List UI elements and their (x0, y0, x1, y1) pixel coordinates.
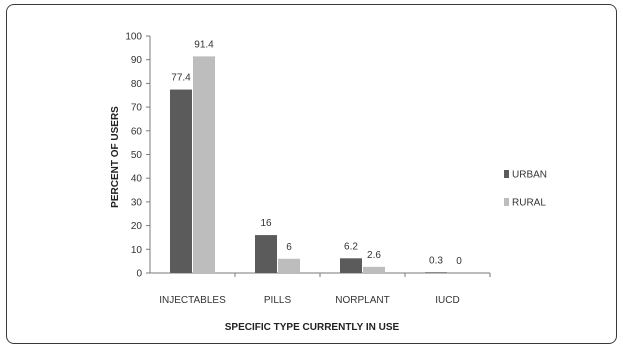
category-label: INJECTABLES (159, 295, 226, 306)
bar-urban (340, 258, 362, 273)
bar-rural (363, 266, 385, 273)
y-tick-label: 40 (131, 174, 143, 185)
y-tick-label: 30 (131, 197, 143, 208)
data-label: 2.6 (367, 250, 381, 261)
category-label: IUCD (435, 295, 459, 306)
bar-urban (425, 272, 447, 273)
chart-frame (6, 4, 617, 344)
bar-urban (255, 235, 277, 273)
category-label: NORPLANT (335, 295, 389, 306)
y-tick-label: 80 (131, 79, 143, 90)
y-tick-label: 90 (131, 55, 143, 66)
data-label: 16 (260, 218, 272, 229)
legend: URBAN RURAL (504, 170, 547, 209)
legend-label-urban: URBAN (512, 170, 547, 181)
data-label: 6 (286, 242, 292, 253)
category-label: PILLS (264, 295, 292, 306)
y-tick-label: 10 (131, 245, 143, 256)
data-label: 91.4 (194, 39, 214, 50)
x-tick-labels: INJECTABLES PILLS NORPLANT IUCD (159, 295, 459, 306)
bars (170, 56, 447, 273)
data-labels: 77.4 91.4 16 6 6.2 2.6 0.3 0 (171, 39, 462, 267)
y-tick-label: 20 (131, 221, 143, 232)
y-tick-label: 70 (131, 103, 143, 114)
y-tick-label: 0 (136, 269, 142, 280)
legend-swatch-urban (504, 170, 509, 178)
legend-swatch-rural (504, 198, 509, 206)
data-label: 6.2 (344, 241, 358, 252)
x-axis-title: SPECIFIC TYPE CURRENTLY IN USE (225, 322, 400, 333)
data-label: 0.3 (429, 255, 443, 266)
y-tick-label: 100 (125, 32, 142, 43)
data-label: 77.4 (171, 73, 191, 84)
bar-rural (278, 258, 300, 273)
legend-label-rural: RURAL (512, 198, 546, 209)
y-axis-title: PERCENT OF USERS (110, 106, 121, 208)
y-tick-label: 60 (131, 126, 143, 137)
bar-rural (193, 56, 215, 273)
bar-urban (170, 89, 192, 273)
data-label: 0 (456, 256, 462, 267)
y-tick-label: 50 (131, 150, 143, 161)
y-tick-labels: 0 10 20 30 40 50 60 70 80 90 100 (125, 32, 142, 280)
